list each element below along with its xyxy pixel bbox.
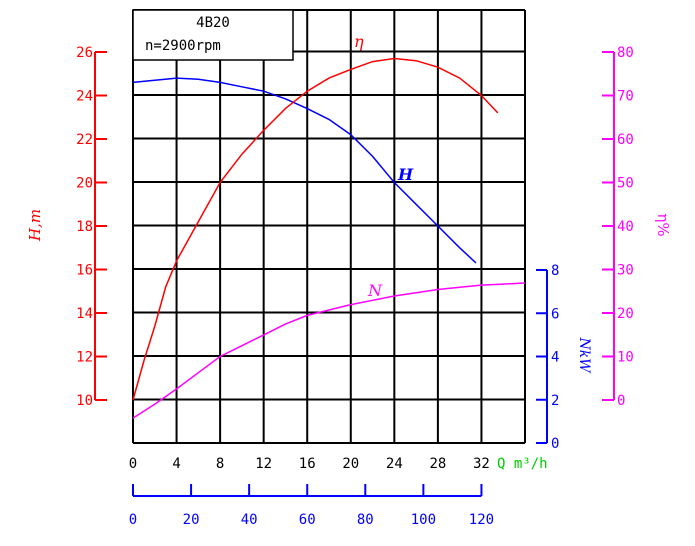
x2-tick-label: 40: [241, 512, 258, 528]
model-speed: n=2900rpm: [145, 38, 221, 54]
n-tick-label: 8: [551, 263, 559, 279]
n-curve-label: N: [367, 281, 383, 300]
x-tick-label: 16: [299, 456, 316, 472]
eta-tick-label: 80: [617, 45, 634, 61]
n-tick-label: 4: [551, 350, 559, 366]
x-tick-label: 8: [216, 456, 224, 472]
grid: [132, 9, 526, 444]
n-tick-label: 6: [551, 306, 559, 322]
h-axis-label: H,m: [26, 209, 44, 242]
x-tick-label: 4: [172, 456, 180, 472]
model-title: 4B20: [196, 15, 230, 31]
eta-tick-label: 70: [617, 89, 634, 105]
x-tick-label: 20: [342, 456, 359, 472]
n-tick-label: 0: [551, 436, 559, 452]
x2-tick-label: 120: [469, 512, 494, 528]
curve-eta: [132, 57, 499, 401]
n-axis-label: NkW: [576, 336, 592, 374]
axes: 0 4 8 12 16 20 24 28 320 20 40 60 80 100 1201012141618…: [76, 45, 634, 528]
x2-tick-label: 20: [183, 512, 200, 528]
x2-tick-label: 80: [357, 512, 374, 528]
h-tick-label: 18: [76, 219, 93, 235]
eta-axis-label: η%: [654, 213, 672, 236]
curves: [132, 57, 526, 419]
x2-tick-label: 0: [129, 512, 137, 528]
eta-tick-label: 50: [617, 176, 634, 192]
model-box: [132, 9, 294, 61]
h-tick-label: 12: [76, 350, 93, 366]
x-tick-label: 32: [473, 456, 490, 472]
eta-tick-label: 30: [617, 263, 634, 279]
h-tick-label: 24: [76, 89, 93, 105]
h-tick-label: 14: [76, 306, 93, 322]
eta-tick-label: 40: [617, 219, 634, 235]
eta-curve-label: η: [354, 32, 364, 51]
h-curve-label: H: [397, 165, 414, 184]
h-tick-label: 26: [76, 45, 93, 61]
h-tick-label: 16: [76, 263, 93, 279]
x-axis-label: Q m³/h: [497, 456, 548, 472]
x-tick-label: 28: [429, 456, 446, 472]
eta-tick-label: 20: [617, 306, 634, 322]
curve-n: [132, 282, 526, 419]
eta-tick-label: 0: [617, 393, 625, 409]
eta-tick-label: 60: [617, 132, 634, 148]
h-tick-label: 22: [76, 132, 93, 148]
eta-tick-label: 10: [617, 350, 634, 366]
x-tick-label: 24: [386, 456, 403, 472]
x2-tick-label: 100: [411, 512, 436, 528]
x-tick-label: 0: [129, 456, 137, 472]
h-tick-label: 20: [76, 176, 93, 192]
curve-h: [132, 77, 477, 264]
n-tick-label: 2: [551, 393, 559, 409]
x-tick-label: 12: [255, 456, 272, 472]
h-tick-label: 10: [76, 393, 93, 409]
x2-tick-label: 60: [299, 512, 316, 528]
